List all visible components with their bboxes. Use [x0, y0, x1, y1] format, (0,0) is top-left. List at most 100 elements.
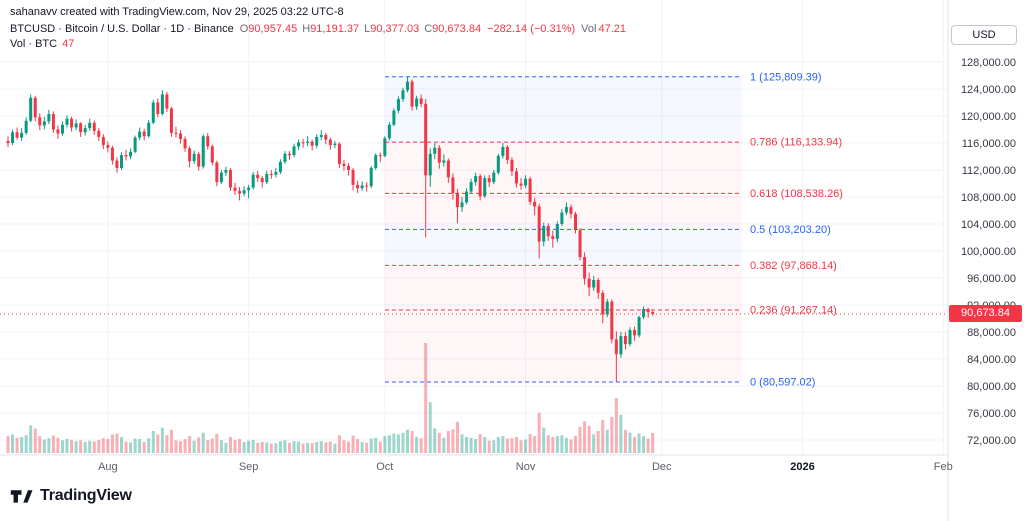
candle-body: [215, 162, 219, 183]
volume-bar: [646, 438, 650, 453]
candle-body: [110, 147, 114, 161]
volume-bar: [70, 439, 74, 453]
candle-body: [492, 172, 496, 183]
candle-body: [437, 147, 441, 163]
candle-body: [465, 191, 469, 203]
price-tick-label: 112,000.00: [962, 165, 1016, 177]
candle-body: [633, 329, 637, 336]
candle-body: [56, 129, 60, 134]
volume-bar: [265, 442, 269, 453]
volume-bar: [601, 420, 605, 453]
volume-bar: [197, 437, 201, 453]
price-tick-label: 124,000.00: [961, 84, 1016, 96]
price-tick-label: 76,000.00: [967, 408, 1016, 420]
volume-bar: [310, 443, 314, 453]
volume-bar: [56, 437, 60, 453]
volume-bar: [283, 440, 287, 453]
volume-bar: [623, 429, 627, 453]
candle-body: [151, 102, 155, 123]
volume-bar: [297, 441, 301, 453]
volume-bar: [451, 429, 455, 453]
volume-bar: [324, 442, 328, 453]
candle-body: [106, 145, 110, 148]
price-tick-label: 88,000.00: [967, 327, 1016, 339]
volume-bar: [342, 440, 346, 453]
candle-body: [410, 81, 414, 107]
candle-body: [328, 139, 332, 146]
candle-body: [242, 190, 246, 194]
candle-body: [142, 131, 146, 137]
candle-body: [38, 117, 42, 126]
candle-body: [251, 174, 255, 188]
volume-bar: [33, 428, 37, 453]
volume-bar: [228, 436, 232, 453]
candle-body: [424, 103, 428, 176]
volume-bar: [605, 429, 609, 453]
candle-body: [306, 141, 310, 143]
volume-bar: [20, 436, 24, 453]
volume-bar: [42, 439, 46, 453]
volume-bar: [97, 439, 101, 453]
fib-label-0.382: 0.382 (97,868.14): [750, 260, 837, 272]
time-tick-label-Oct: Oct: [376, 461, 393, 473]
volume-bar: [88, 440, 92, 453]
volume-bar: [560, 435, 564, 453]
volume-bar: [292, 441, 296, 453]
volume-bar: [487, 440, 491, 453]
volume-bar: [120, 436, 123, 453]
volume-bar: [242, 442, 246, 453]
symbol-legend: BTCUSD · Bitcoin / U.S. Dollar · 1D · Bi…: [10, 23, 626, 35]
candle-body: [555, 224, 559, 239]
grid-layer: [0, 0, 948, 455]
volume-bar: [219, 440, 223, 453]
candle-body: [15, 132, 19, 138]
volume-bar: [564, 437, 568, 453]
candle-body: [614, 339, 618, 355]
volume-bar: [578, 426, 582, 453]
volume-bar: [533, 436, 537, 453]
volume-bar: [442, 437, 446, 453]
volume-bar: [269, 443, 273, 453]
candle-body: [574, 213, 577, 231]
volume-bar: [224, 442, 228, 453]
volume-bar: [465, 436, 469, 453]
volume-bar: [455, 421, 459, 453]
ohlc-h-label: H: [302, 23, 311, 35]
volume-bar: [24, 435, 28, 453]
volume-bar: [428, 402, 432, 453]
volume-bar: [505, 438, 509, 453]
price-tick-label: 116,000.00: [962, 138, 1016, 150]
candle-body: [419, 98, 423, 104]
tradingview-logo[interactable]: TradingView: [10, 486, 132, 506]
volume-bar: [492, 440, 496, 453]
candle-body: [415, 98, 419, 107]
candle-body: [310, 141, 314, 146]
volume-bar: [319, 441, 323, 453]
fib-label-0.786: 0.786 (116,133.94): [750, 137, 842, 149]
candle-body: [510, 159, 514, 172]
candle-body: [6, 140, 10, 143]
volume-bar: [74, 441, 78, 453]
candle-body: [374, 155, 378, 168]
volume-bar: [151, 431, 155, 453]
volume-bar: [478, 433, 482, 453]
ohlc-l-label: L: [364, 23, 371, 35]
candle-body: [265, 174, 269, 183]
candle-body: [24, 120, 28, 133]
candle-body: [33, 97, 37, 118]
currency-toggle-button[interactable]: USD: [951, 25, 1017, 45]
ohlc-h-value: 91,191.37: [310, 23, 360, 35]
volume-bar: [387, 435, 391, 453]
candle-body: [324, 134, 328, 140]
volume-bar: [587, 425, 591, 453]
volume-bar: [469, 437, 473, 453]
volume-bar: [383, 436, 387, 453]
candle-body: [269, 174, 273, 176]
candle-body: [238, 190, 242, 194]
fib-band-fill: [385, 193, 742, 230]
volume-bar: [65, 439, 69, 453]
candle-body: [592, 280, 596, 288]
candle-body: [60, 124, 64, 134]
time-tick-label-2026: 2026: [790, 461, 814, 473]
